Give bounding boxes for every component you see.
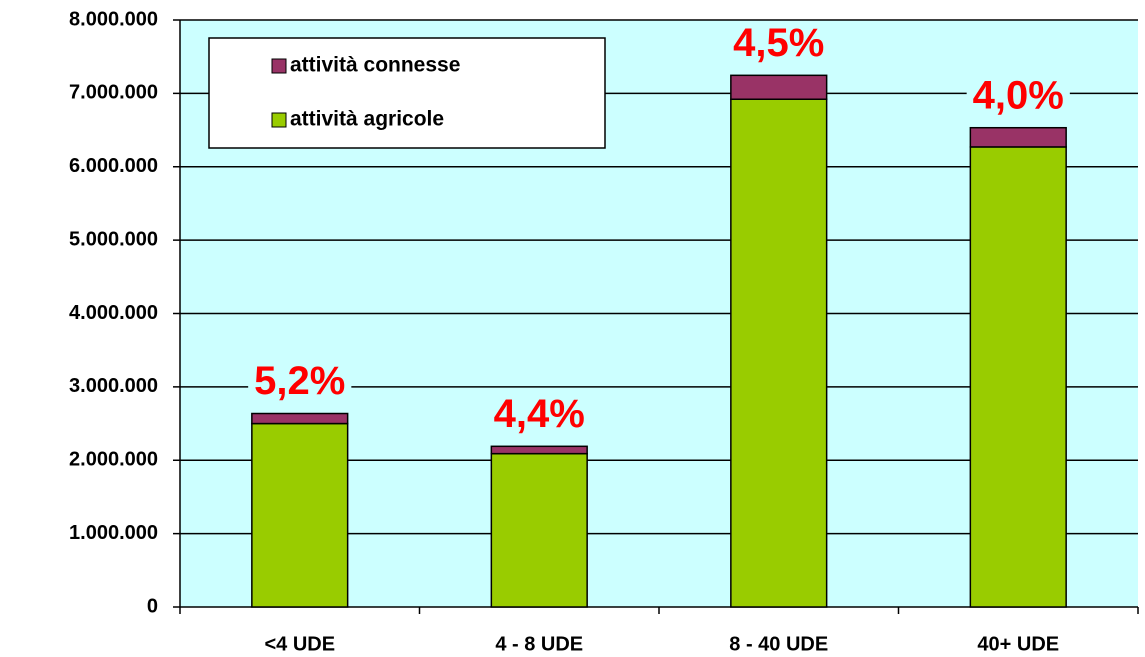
- legend-label: attività connesse: [290, 54, 460, 77]
- y-tick-label: 1.000.000: [69, 522, 158, 544]
- y-tick-label: 0: [147, 595, 158, 617]
- bar-segment: [730, 74, 828, 100]
- bar-segment: [490, 445, 588, 455]
- x-tick-label: 40+ UDE: [977, 633, 1059, 655]
- y-tick-label: 6.000.000: [69, 155, 158, 177]
- bar-segment: [730, 98, 828, 608]
- annotation: 4,4%: [494, 392, 585, 436]
- y-tick-label: 3.000.000: [69, 375, 158, 397]
- y-tick-label: 8.000.000: [69, 8, 158, 30]
- legend-label: attività agricole: [290, 108, 444, 131]
- y-tick-label: 2.000.000: [69, 449, 158, 471]
- legend: [208, 37, 606, 149]
- annotation: 4,5%: [733, 21, 824, 65]
- x-tick-label: 8 - 40 UDE: [729, 633, 828, 655]
- annotation-bg: [487, 395, 591, 432]
- annotation: 4,0%: [973, 73, 1064, 117]
- annotation-bg: [966, 77, 1070, 114]
- y-tick-label: 5.000.000: [69, 228, 158, 250]
- bar-segment: [969, 146, 1067, 608]
- y-tick-label: 4.000.000: [69, 302, 158, 324]
- legend-swatch: [271, 58, 287, 74]
- x-tick-label: 4 - 8 UDE: [495, 633, 583, 655]
- bar-segment: [251, 422, 349, 608]
- bar-segment: [490, 452, 588, 608]
- legend-swatch: [271, 112, 287, 128]
- y-tick-label: 7.000.000: [69, 82, 158, 104]
- annotation-bg: [727, 24, 831, 61]
- annotation-bg: [248, 363, 352, 400]
- bar-segment: [969, 126, 1067, 148]
- bar-segment: [251, 412, 349, 425]
- x-tick-label: <4 UDE: [264, 633, 335, 655]
- annotation: 5,2%: [254, 359, 345, 403]
